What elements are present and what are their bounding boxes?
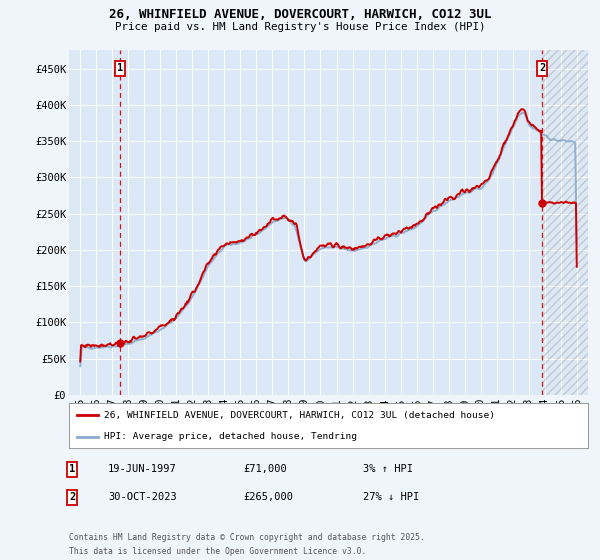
Text: 3% ↑ HPI: 3% ↑ HPI xyxy=(363,464,413,474)
Bar xyxy=(542,50,588,395)
Text: 19-JUN-1997: 19-JUN-1997 xyxy=(108,464,177,474)
Text: 26, WHINFIELD AVENUE, DOVERCOURT, HARWICH, CO12 3UL (detached house): 26, WHINFIELD AVENUE, DOVERCOURT, HARWIC… xyxy=(104,411,495,420)
Text: 26, WHINFIELD AVENUE, DOVERCOURT, HARWICH, CO12 3UL: 26, WHINFIELD AVENUE, DOVERCOURT, HARWIC… xyxy=(109,8,491,21)
Text: £71,000: £71,000 xyxy=(243,464,287,474)
Text: HPI: Average price, detached house, Tendring: HPI: Average price, detached house, Tend… xyxy=(104,432,357,441)
Text: 27% ↓ HPI: 27% ↓ HPI xyxy=(363,492,419,502)
Text: £265,000: £265,000 xyxy=(243,492,293,502)
Text: 1: 1 xyxy=(69,464,75,474)
Text: 1: 1 xyxy=(116,63,123,73)
Text: Contains HM Land Registry data © Crown copyright and database right 2025.
This d: Contains HM Land Registry data © Crown c… xyxy=(69,533,425,556)
Text: 2: 2 xyxy=(539,63,545,73)
Text: 2: 2 xyxy=(69,492,75,502)
Text: 30-OCT-2023: 30-OCT-2023 xyxy=(108,492,177,502)
Text: Price paid vs. HM Land Registry's House Price Index (HPI): Price paid vs. HM Land Registry's House … xyxy=(115,22,485,32)
Bar xyxy=(542,50,588,395)
